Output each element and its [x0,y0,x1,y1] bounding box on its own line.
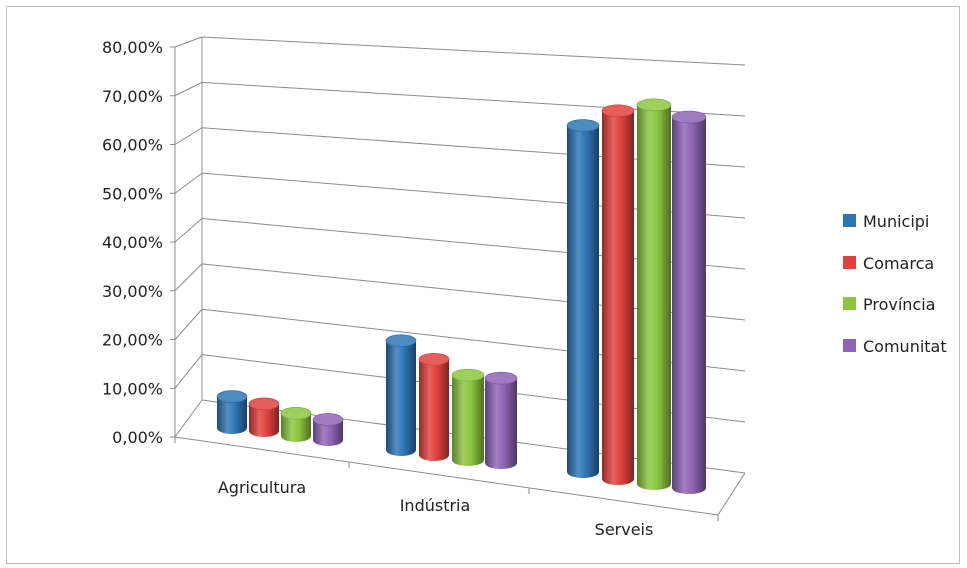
side-gridline [174,263,203,292]
y-tick-label: 30,00% [102,282,163,301]
bar-body [485,378,517,469]
bar-Serveis-Municipi [566,119,600,479]
bar-cap [280,406,312,420]
legend-item: Província [843,295,935,314]
legend-item: Comarca [843,254,934,273]
bar-Indústria-Província [451,368,485,466]
legend-swatch [843,256,856,269]
chart-frame [6,6,960,564]
bar-cap [671,110,707,124]
side-gridline [174,172,203,194]
bar-Serveis-Comarca [601,104,635,485]
legend: Municipi Comarca Província Comunitat [843,212,947,356]
x-tick-label: Serveis [595,520,654,539]
y-tick-label: 60,00% [102,136,163,155]
side-gridline [174,36,203,48]
side-gridline [174,354,203,389]
y-tick-label: 50,00% [102,184,163,203]
floor-right-edge [717,472,746,516]
bar-Indústria-Municipi [385,334,417,456]
bars [216,98,707,495]
gridline [201,36,746,66]
bar-body [602,110,634,485]
bar-Agricultura-Comarca [248,397,280,437]
side-gridline [174,218,203,243]
bar-body [313,419,343,446]
bar-body [419,359,449,461]
legend-swatch [843,297,856,310]
bar-cap [248,397,280,411]
side-gridline [174,399,203,438]
bar-cap [418,352,450,366]
legend-swatch [843,214,856,227]
legend-label: Comunitat [863,337,947,356]
bar-Serveis-Comunitat [671,110,707,495]
x-axis-ticks: Agricultura Indústria Serveis [174,437,719,539]
x-axis-line [174,436,719,516]
bar-cap [385,334,417,347]
bar-body [452,375,484,466]
bar-Indústria-Comarca [418,352,450,461]
bar-Agricultura-Província [280,406,312,442]
y-tick-label: 10,00% [102,379,163,398]
side-gridline [174,127,203,145]
legend-swatch [843,339,856,352]
bar-Agricultura-Comunitat [312,413,344,446]
x-tick-label: Indústria [400,496,471,515]
bar-cap [484,371,518,385]
legend-item: Municipi [843,212,929,231]
bar-Indústria-Comunitat [484,371,518,469]
bar-cap [451,368,485,382]
legend-label: Comarca [863,254,934,273]
bar-cap [636,98,672,112]
x-tick-label: Agricultura [218,478,306,497]
bar-body [281,413,311,442]
bar-body [217,396,247,434]
bar-cap [601,104,635,118]
y-tick-label: 40,00% [102,233,163,252]
bar-body [249,403,279,437]
y-tick-label: 80,00% [102,38,163,57]
bar-cap [216,390,248,403]
y-tick-label: 0,00% [112,428,163,447]
bar-body [386,340,416,456]
legend-label: Província [863,295,935,314]
bar-cap [566,119,600,132]
legend-label: Municipi [863,212,929,231]
bar-Agricultura-Municipi [216,390,248,434]
side-gridline [174,81,203,97]
bar-cap [312,413,344,426]
legend-item: Comunitat [843,337,947,356]
bar-body [637,104,671,490]
bar-body [567,125,599,479]
bar-body [672,117,706,495]
y-axis-ticks: 0,00% 10,00% 20,00% 30,00% 40,00% 50,00% 60,00… [102,38,175,447]
y-tick-label: 20,00% [102,331,163,350]
y-tick-label: 70,00% [102,87,163,106]
bar-Serveis-Província [636,98,672,490]
side-gridline [174,308,203,340]
